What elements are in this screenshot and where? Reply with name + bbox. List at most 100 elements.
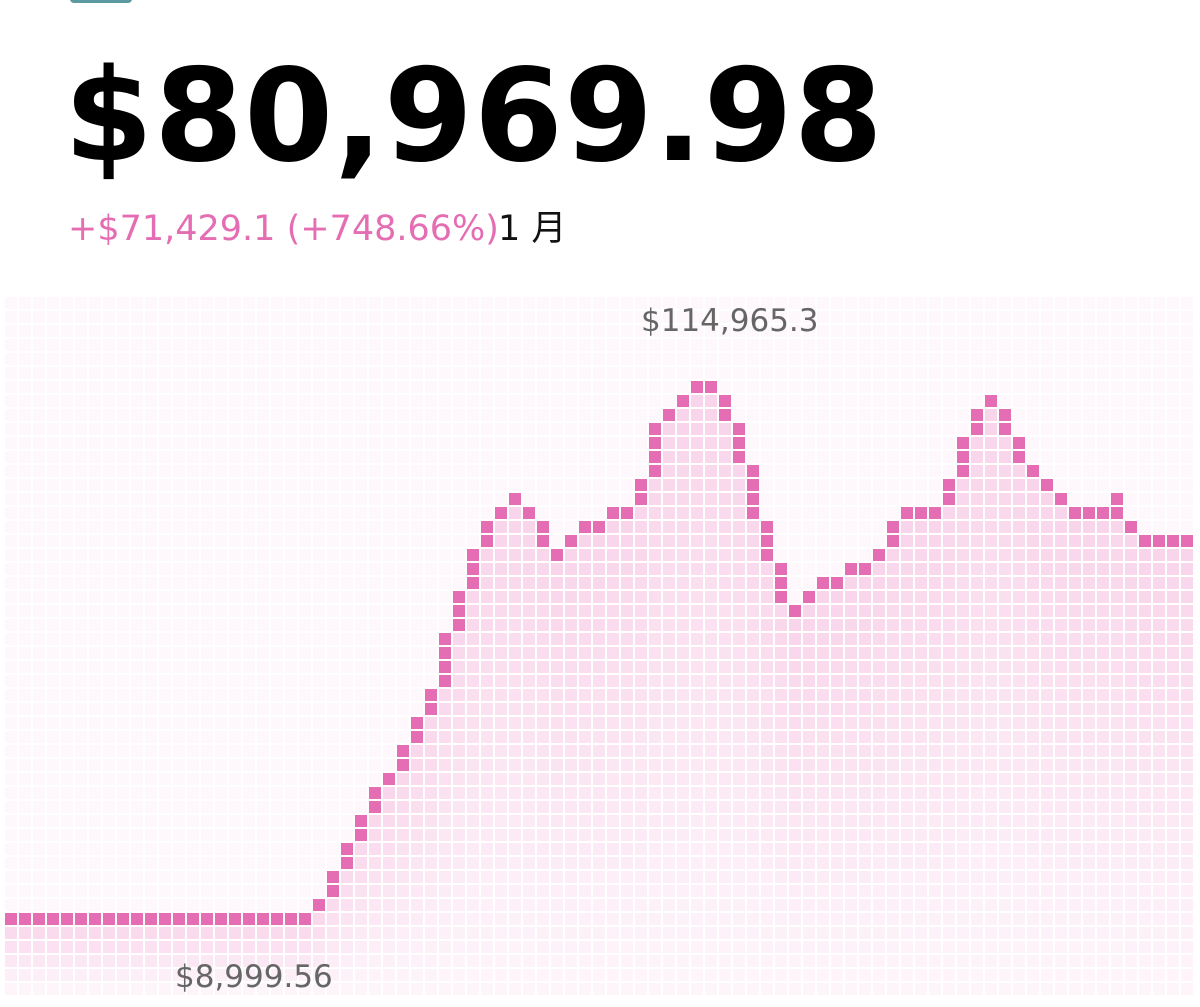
grid-cell	[47, 409, 59, 421]
grid-cell	[677, 801, 689, 813]
grid-cell	[229, 759, 241, 771]
grid-cell	[859, 535, 871, 547]
grid-cell	[789, 675, 801, 687]
grid-cell	[383, 605, 395, 617]
grid-cell	[1069, 899, 1081, 911]
grid-cell	[285, 941, 297, 953]
grid-cell	[677, 829, 689, 841]
grid-cell	[5, 661, 17, 673]
grid-cell	[383, 955, 395, 967]
grid-cell	[915, 465, 927, 477]
grid-cell	[649, 507, 661, 519]
grid-cell	[985, 297, 997, 309]
grid-cell	[495, 633, 507, 645]
grid-cell	[859, 885, 871, 897]
line-step	[1111, 507, 1123, 519]
grid-cell	[831, 647, 843, 659]
grid-cell	[103, 675, 115, 687]
grid-cell	[971, 787, 983, 799]
grid-cell	[971, 661, 983, 673]
grid-cell	[859, 367, 871, 379]
grid-cell	[383, 297, 395, 309]
grid-cell	[887, 815, 899, 827]
grid-cell	[453, 843, 465, 855]
grid-cell	[747, 689, 759, 701]
grid-cell	[117, 871, 129, 883]
grid-cell	[551, 591, 563, 603]
grid-cell	[887, 759, 899, 771]
grid-cell	[201, 507, 213, 519]
grid-cell	[565, 493, 577, 505]
grid-cell	[859, 521, 871, 533]
grid-cell	[1153, 815, 1165, 827]
grid-cell	[201, 871, 213, 883]
grid-cell	[719, 717, 731, 729]
grid-cell	[747, 857, 759, 869]
grid-cell	[1139, 577, 1151, 589]
grid-cell	[565, 353, 577, 365]
grid-cell	[89, 339, 101, 351]
grid-cell	[523, 633, 535, 645]
grid-cell	[593, 633, 605, 645]
grid-cell	[915, 773, 927, 785]
grid-cell	[453, 857, 465, 869]
grid-cell	[453, 395, 465, 407]
grid-cell	[383, 675, 395, 687]
line-step	[649, 465, 661, 477]
grid-cell	[649, 675, 661, 687]
grid-cell	[845, 647, 857, 659]
grid-cell	[495, 745, 507, 757]
grid-cell	[565, 633, 577, 645]
grid-cell	[1125, 801, 1137, 813]
grid-cell	[47, 591, 59, 603]
grid-cell	[985, 899, 997, 911]
change: +$71,429.1 (+748.66%)	[68, 209, 499, 249]
grid-cell	[313, 633, 325, 645]
grid-cell	[1041, 661, 1053, 673]
grid-cell	[411, 871, 423, 883]
grid-cell	[999, 899, 1011, 911]
grid-cell	[271, 843, 283, 855]
grid-cell	[117, 689, 129, 701]
grid-cell	[439, 549, 451, 561]
grid-cell	[103, 941, 115, 953]
grid-cell	[1181, 409, 1193, 421]
grid-cell	[635, 717, 647, 729]
grid-cell	[467, 717, 479, 729]
grid-cell	[509, 745, 521, 757]
grid-cell	[621, 423, 633, 435]
grid-cell	[145, 507, 157, 519]
grid-cell	[901, 829, 913, 841]
grid-cell	[803, 731, 815, 743]
grid-cell	[943, 759, 955, 771]
grid-cell	[145, 773, 157, 785]
grid-cell	[481, 969, 493, 981]
grid-cell	[635, 941, 647, 953]
grid-cell	[957, 675, 969, 687]
grid-cell	[551, 535, 563, 547]
grid-cell	[635, 297, 647, 309]
grid-cell	[103, 493, 115, 505]
grid-cell	[1069, 535, 1081, 547]
grid-cell	[1083, 339, 1095, 351]
grid-cell	[663, 913, 675, 925]
grid-cell	[411, 745, 423, 757]
grid-cell	[565, 675, 577, 687]
grid-cell	[607, 815, 619, 827]
grid-cell	[257, 577, 269, 589]
grid-cell	[1125, 731, 1137, 743]
grid-cell	[775, 787, 787, 799]
grid-cell	[1181, 759, 1193, 771]
grid-cell	[579, 969, 591, 981]
grid-cell	[313, 941, 325, 953]
grid-cell	[579, 605, 591, 617]
grid-cell	[677, 577, 689, 589]
grid-cell	[145, 829, 157, 841]
grid-cell	[1167, 955, 1179, 967]
grid-cell	[117, 479, 129, 491]
grid-cell	[621, 311, 633, 323]
grid-cell	[985, 661, 997, 673]
grid-cell	[103, 311, 115, 323]
grid-cell	[341, 535, 353, 547]
grid-cell	[943, 717, 955, 729]
